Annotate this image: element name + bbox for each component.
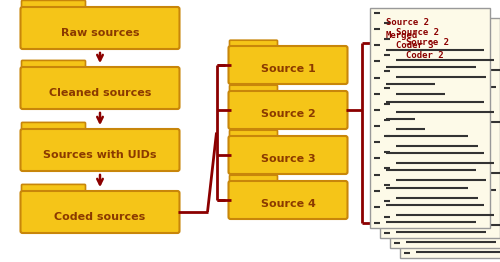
FancyBboxPatch shape: [22, 184, 86, 196]
Text: Coder 1: Coder 1: [416, 61, 454, 70]
FancyBboxPatch shape: [20, 67, 180, 109]
Text: Cleaned sources: Cleaned sources: [49, 88, 151, 97]
FancyBboxPatch shape: [230, 40, 278, 51]
FancyBboxPatch shape: [390, 28, 500, 248]
FancyBboxPatch shape: [400, 38, 500, 258]
FancyBboxPatch shape: [230, 175, 278, 186]
Text: Merged: Merged: [386, 31, 418, 40]
Text: Source 2: Source 2: [260, 109, 316, 119]
FancyBboxPatch shape: [228, 136, 348, 174]
FancyBboxPatch shape: [22, 122, 86, 134]
FancyBboxPatch shape: [22, 61, 86, 72]
Text: Source 3: Source 3: [260, 154, 316, 164]
Text: Source 2: Source 2: [416, 48, 459, 57]
Text: Coder 2: Coder 2: [406, 51, 444, 60]
FancyBboxPatch shape: [230, 130, 278, 141]
Text: Coder 3: Coder 3: [396, 41, 434, 50]
Text: Source 2: Source 2: [396, 28, 439, 37]
FancyBboxPatch shape: [22, 1, 86, 12]
FancyBboxPatch shape: [228, 91, 348, 129]
FancyBboxPatch shape: [228, 181, 348, 219]
FancyBboxPatch shape: [20, 191, 180, 233]
Text: Coded sources: Coded sources: [54, 211, 146, 222]
Text: Source 1: Source 1: [260, 64, 316, 74]
FancyBboxPatch shape: [380, 18, 500, 238]
FancyBboxPatch shape: [20, 129, 180, 171]
FancyBboxPatch shape: [20, 7, 180, 49]
Text: Source 2: Source 2: [406, 38, 449, 47]
FancyBboxPatch shape: [230, 85, 278, 96]
Text: Source 4: Source 4: [260, 199, 316, 209]
FancyBboxPatch shape: [228, 46, 348, 84]
Text: Raw sources: Raw sources: [61, 28, 139, 37]
FancyBboxPatch shape: [370, 8, 490, 228]
Text: Source 2: Source 2: [386, 18, 429, 27]
Text: Sources with UIDs: Sources with UIDs: [44, 150, 157, 160]
